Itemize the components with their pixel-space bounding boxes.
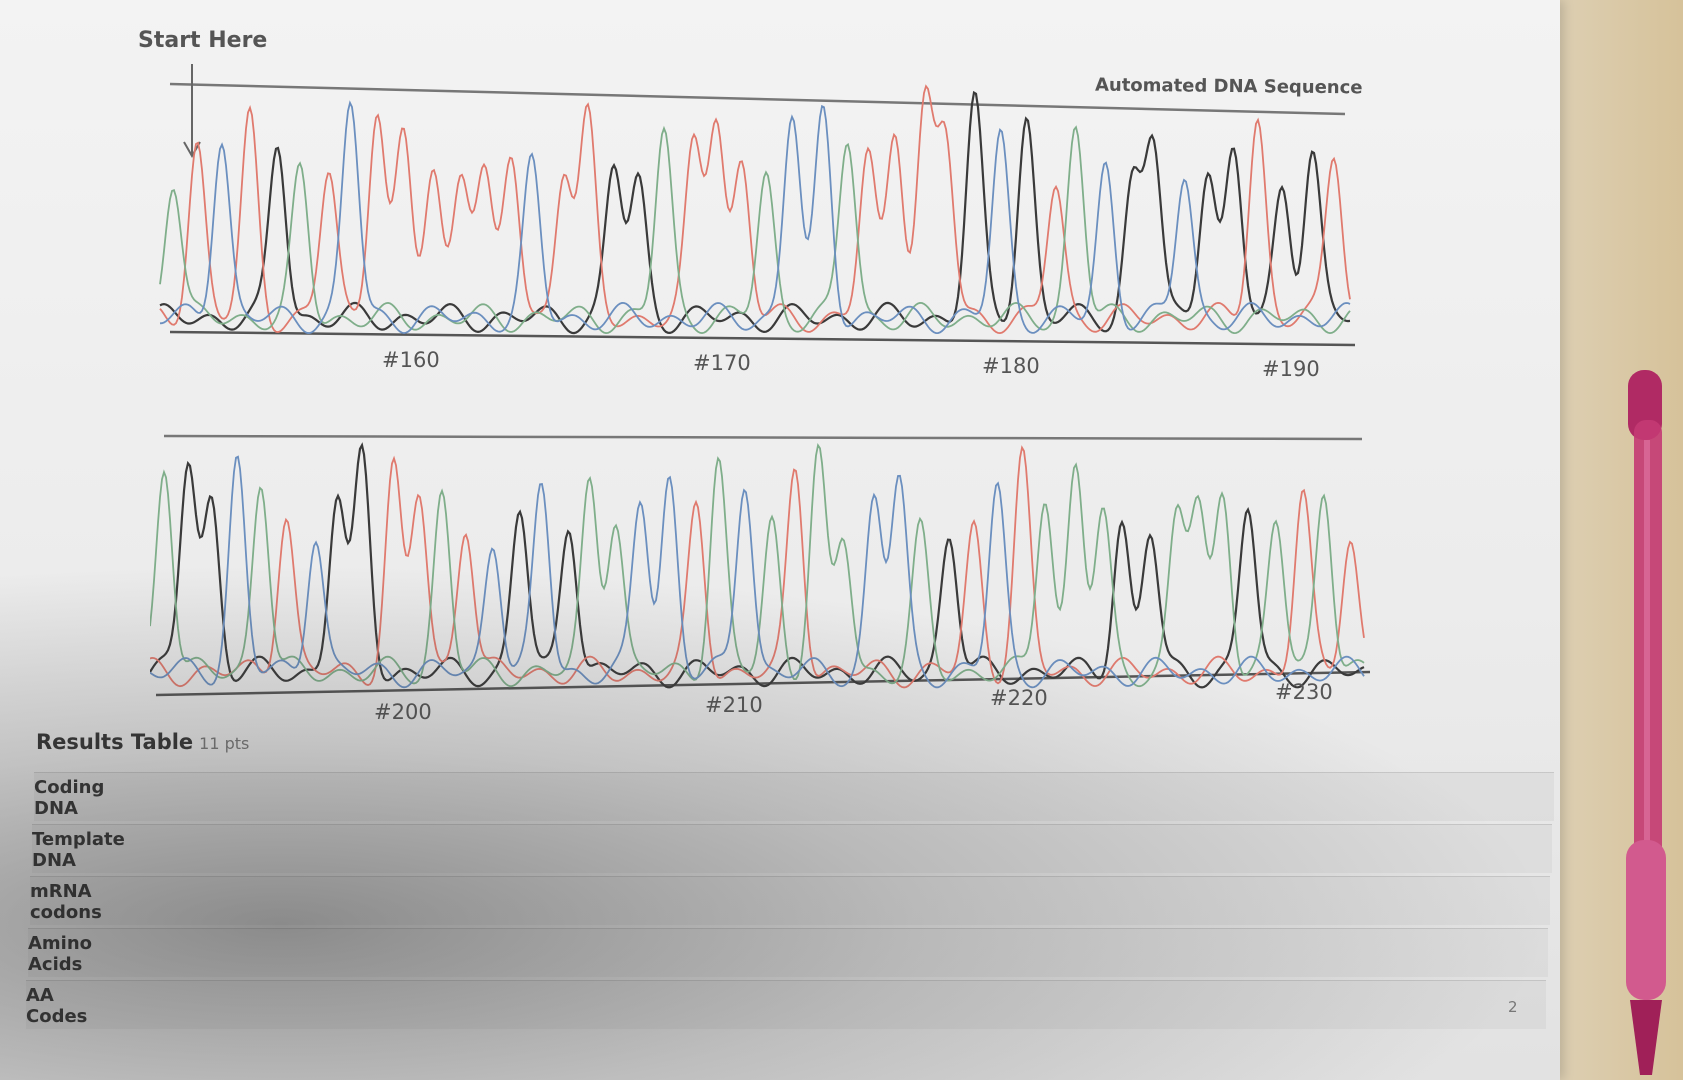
start-arrow-head [183,141,201,159]
results-title-text: Results Table [36,730,194,754]
results-table-title: Results Table 11 pts [36,730,249,754]
trace-line [150,445,1365,689]
results-row-amino-acids[interactable]: Amino Acids [28,928,1548,977]
row-label: AA Codes [26,985,88,1027]
row-label: Coding DNA [34,777,105,819]
position-label: #210 [705,693,763,717]
baseline-line [169,330,1356,347]
position-label: #180 [982,354,1040,378]
worksheet-paper [0,0,1560,1080]
chromatogram-top-svg [159,64,1356,347]
trace-line [150,442,1365,688]
top-border-line [163,434,1363,441]
results-row-coding-dna[interactable]: Coding DNA [34,772,1554,821]
position-label: #230 [1275,680,1333,704]
results-row-aa-codes[interactable]: AA Codes [26,980,1546,1029]
trace-line [150,442,1365,689]
results-row-template-dna[interactable]: Template DNA [32,824,1552,873]
start-here-label: Start Here [138,28,268,53]
trace-line [150,455,1365,689]
trace-line [159,90,1351,335]
position-label: #200 [374,700,432,724]
results-row-mrna-codons[interactable]: mRNA codons [30,876,1550,925]
position-label: #190 [1262,357,1320,381]
results-points: 11 pts [199,734,250,753]
position-label: #170 [693,351,751,375]
baseline-line [155,670,1371,697]
row-label: Template DNA [32,829,125,871]
position-label: #220 [990,686,1048,710]
position-label: #160 [382,348,440,372]
top-border-line [169,82,1346,116]
chromatogram-bottom-svg [150,434,1371,697]
pen-icon [1626,370,1666,1075]
row-label: Amino Acids [28,933,93,975]
trace-line [159,100,1351,335]
chromatogram-bottom [150,420,1380,710]
trace-line [159,125,1351,335]
page-number: 2 [1508,998,1518,1016]
row-label: mRNA codons [30,881,102,923]
chromatogram-top [150,60,1360,360]
